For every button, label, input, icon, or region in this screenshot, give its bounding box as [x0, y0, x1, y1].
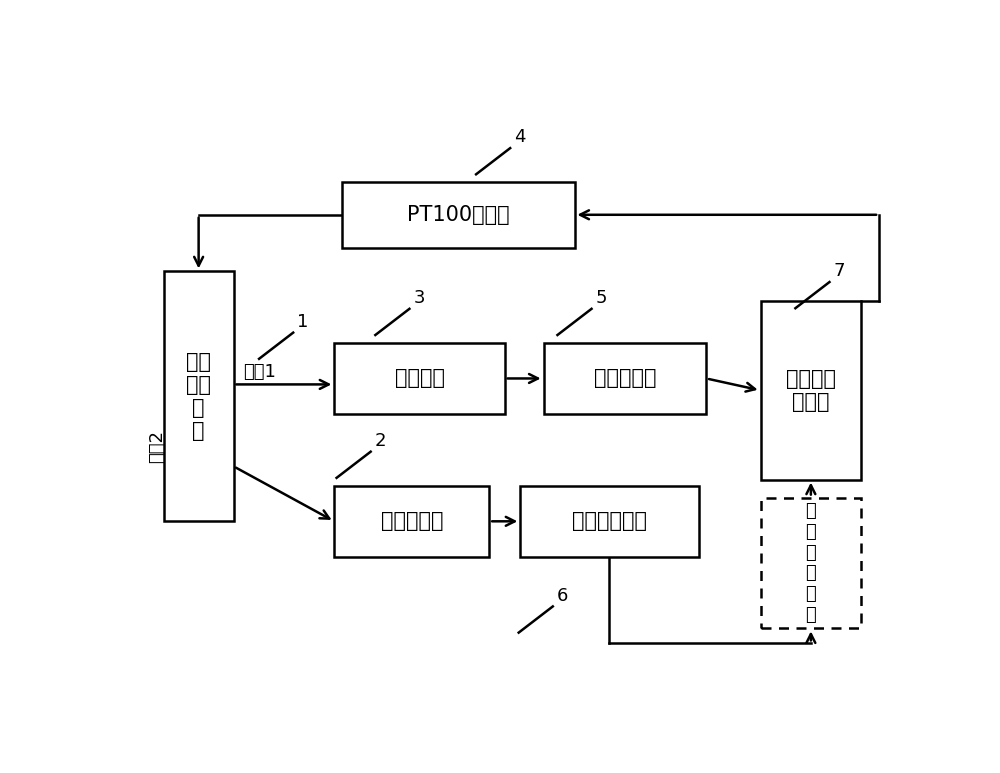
Bar	[334, 485, 489, 557]
Bar	[334, 342, 505, 414]
Bar	[761, 498, 861, 628]
Text: 加压液氮系统: 加压液氮系统	[572, 511, 647, 531]
Text: 5: 5	[595, 289, 607, 307]
Text: 低温电磁阀: 低温电磁阀	[380, 511, 443, 531]
Bar	[761, 301, 861, 479]
Bar	[520, 485, 698, 557]
Text: 7: 7	[833, 262, 845, 281]
Text: 输出2: 输出2	[149, 431, 167, 463]
Bar	[342, 182, 574, 247]
Text: 4: 4	[514, 128, 526, 146]
Bar	[544, 342, 706, 414]
Text: 温度
控制
仪
表: 温度 控制 仪 表	[186, 352, 211, 441]
Text: 2: 2	[375, 432, 386, 450]
Text: 大辐射面
源黑体: 大辐射面 源黑体	[786, 369, 836, 412]
Text: 3: 3	[413, 289, 425, 307]
Bar	[164, 271, 234, 521]
Text: 阻性加热片: 阻性加热片	[594, 369, 656, 389]
Text: 程控电源: 程控电源	[394, 369, 444, 389]
Text: PT100传感器: PT100传感器	[407, 205, 510, 225]
Text: 输出1: 输出1	[243, 363, 276, 381]
Text: 1: 1	[297, 313, 308, 331]
Text: 液
氮
流
量
控
制: 液 氮 流 量 控 制	[806, 502, 816, 624]
Text: 6: 6	[557, 587, 568, 604]
